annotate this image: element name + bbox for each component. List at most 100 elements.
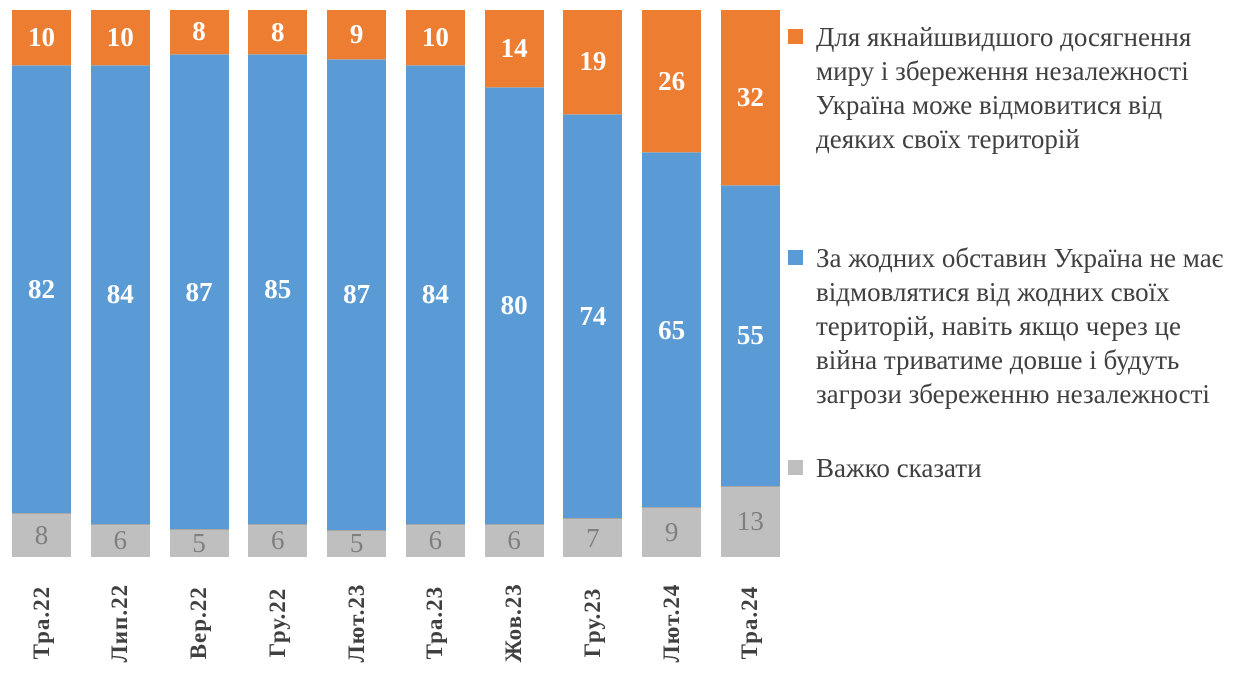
bar-segment: 9 [642, 507, 702, 557]
legend: Для якнайшвидшого досягнення миру і збер… [788, 0, 1240, 682]
bar-value-label: 9 [664, 517, 679, 548]
bar-column: 14 80 6 Жов.23 [484, 10, 544, 678]
x-axis-label: Лип.22 [107, 583, 133, 662]
x-axis-label: Тра.24 [737, 585, 763, 660]
bar-value-label: 5 [192, 527, 206, 558]
plot-area: 10 82 8 Тра.22 10 84 6 Лип.22 8 87 5 Вер.22 8 85 6 Гру.… [12, 10, 780, 678]
bar-segment: 65 [642, 152, 702, 508]
bar-column: 8 85 6 Гру.22 [248, 10, 308, 678]
bar-segment: 6 [484, 523, 544, 557]
stacked-bar: 10 84 6 [90, 10, 150, 557]
bar-value-label: 10 [28, 21, 55, 52]
legend-label-hard-to-say: Важко сказати [816, 453, 982, 483]
x-axis-label: Тра.23 [422, 585, 448, 660]
bar-value-label: 55 [736, 320, 764, 351]
bar-segment: 10 [405, 10, 465, 65]
bar-segment: 8 [12, 512, 71, 557]
bar-segment: 55 [720, 184, 780, 486]
bar-value-label: 87 [343, 279, 371, 310]
bar-value-label: 19 [579, 46, 607, 77]
bar-value-label: 87 [185, 276, 213, 307]
bar-value-label: 80 [500, 290, 528, 321]
bar-value-label: 84 [421, 279, 449, 310]
x-axis-label: Жов.23 [501, 582, 527, 662]
legend-swatch-blue [788, 250, 803, 265]
bar-column: 32 55 13 Тра.24 [720, 10, 780, 678]
stacked-bar: 19 74 7 [563, 10, 623, 557]
legend-label-no-concessions: За жодних обставин Україна не має відмов… [816, 243, 1224, 409]
bar-segment: 19 [563, 10, 623, 114]
bar-segment: 8 [169, 10, 229, 54]
bar-value-label: 8 [192, 16, 206, 47]
legend-label-concede-territories: Для якнайшвидшого досягнення миру і збер… [816, 22, 1192, 154]
x-axis-label: Лют.23 [343, 582, 369, 662]
bar-value-label: 9 [349, 18, 364, 49]
bar-value-label: 6 [507, 525, 521, 556]
bar-value-label: 10 [421, 21, 449, 52]
x-axis-label: Вер.22 [186, 585, 212, 659]
x-axis-label: Тра.22 [28, 585, 54, 660]
bar-value-label: 85 [264, 273, 292, 304]
bar-segment: 9 [327, 10, 387, 59]
stacked-bar: 8 85 6 [248, 10, 308, 557]
bar-value-label: 5 [349, 528, 364, 559]
bar-value-label: 84 [106, 279, 134, 310]
legend-item-concede-territories: Для якнайшвидшого досягнення миру і збер… [788, 20, 1240, 156]
bar-segment: 8 [248, 10, 308, 55]
bar-column: 8 87 5 Вер.22 [169, 10, 229, 678]
stacked-bar: 8 87 5 [169, 10, 229, 558]
bar-segment: 84 [90, 64, 150, 524]
bar-value-label: 82 [28, 273, 55, 304]
bar-value-label: 65 [658, 314, 686, 345]
bar-value-label: 26 [658, 65, 686, 96]
bar-segment: 82 [12, 64, 71, 513]
stacked-bar: 14 80 6 [484, 10, 544, 557]
bar-segment: 5 [169, 527, 229, 558]
stacked-bar: 10 84 6 [405, 10, 465, 557]
bar-segment: 5 [327, 528, 387, 559]
bar-segment: 85 [248, 54, 308, 524]
bar-value-label: 14 [500, 32, 528, 63]
bar-segment: 10 [90, 10, 150, 65]
bar-segment: 26 [642, 10, 702, 153]
bar-column: 10 84 6 Лип.22 [90, 10, 150, 678]
bar-column: 10 84 6 Тра.23 [405, 10, 465, 678]
bar-segment: 80 [484, 86, 544, 524]
bar-segment: 6 [248, 523, 308, 557]
stacked-bar: 10 82 8 [12, 10, 71, 557]
bar-value-label: 13 [736, 506, 764, 537]
bar-column: 19 74 7 Гру.23 [563, 10, 623, 678]
bar-value-label: 8 [271, 16, 285, 47]
bar-value-label: 74 [579, 301, 607, 332]
bar-segment: 14 [484, 10, 544, 87]
stacked-bar: 32 55 13 [720, 10, 780, 557]
bar-segment: 10 [12, 10, 71, 65]
bar-segment: 13 [720, 485, 780, 557]
bar-segment: 87 [169, 53, 229, 530]
x-axis-label: Лют.24 [658, 582, 684, 662]
legend-swatch-orange [788, 29, 803, 44]
bar-value-label: 6 [113, 525, 128, 556]
x-axis-label: Гру.22 [264, 587, 290, 658]
bar-segment: 32 [720, 10, 780, 185]
legend-item-no-concessions: За жодних обставин Україна не має відмов… [788, 241, 1240, 411]
bar-segment: 84 [405, 64, 465, 524]
bar-column: 10 82 8 Тра.22 [12, 10, 71, 678]
bar-segment: 87 [327, 58, 387, 530]
bar-value-label: 32 [736, 81, 764, 112]
legend-swatch-gray [788, 460, 803, 475]
bar-value-label: 6 [428, 525, 443, 556]
bar-value-label: 6 [271, 525, 285, 556]
bar-value-label: 7 [586, 522, 600, 553]
bar-segment: 6 [405, 523, 465, 557]
legend-item-hard-to-say: Важко сказати [788, 451, 982, 485]
x-axis-label: Гру.23 [579, 587, 605, 658]
bar-segment: 7 [563, 518, 623, 557]
bar-value-label: 8 [34, 519, 49, 550]
stacked-bar: 26 65 9 [642, 10, 702, 557]
bar-column: 26 65 9 Лют.24 [642, 10, 702, 678]
bar-column: 9 87 5 Лют.23 [327, 10, 387, 678]
stacked-bar: 9 87 5 [327, 10, 387, 559]
bar-segment: 6 [90, 523, 150, 557]
